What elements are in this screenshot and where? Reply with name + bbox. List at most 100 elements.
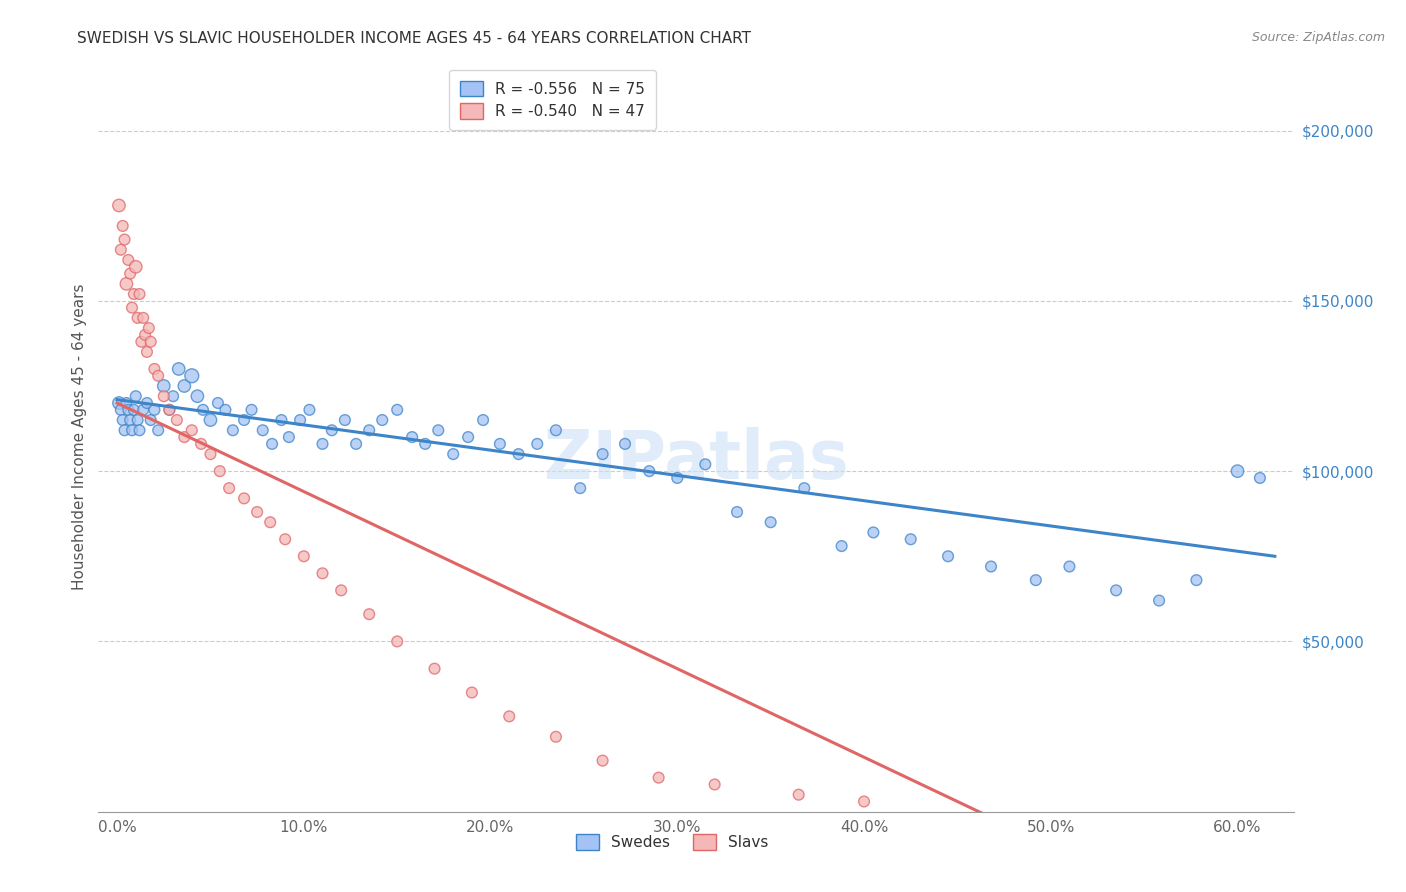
Text: SWEDISH VS SLAVIC HOUSEHOLDER INCOME AGES 45 - 64 YEARS CORRELATION CHART: SWEDISH VS SLAVIC HOUSEHOLDER INCOME AGE… bbox=[77, 31, 751, 46]
Point bbox=[180, 423, 202, 437]
Point bbox=[1249, 471, 1271, 485]
Point bbox=[127, 413, 149, 427]
Point bbox=[122, 402, 145, 417]
Point bbox=[121, 423, 143, 437]
Point bbox=[233, 491, 256, 506]
Point bbox=[114, 233, 136, 247]
Point bbox=[138, 321, 160, 335]
Point bbox=[132, 402, 155, 417]
Point bbox=[222, 423, 245, 437]
Point bbox=[270, 413, 292, 427]
Point bbox=[111, 413, 134, 427]
Point bbox=[311, 566, 333, 581]
Point bbox=[592, 447, 614, 461]
Point bbox=[131, 334, 153, 349]
Legend: Swedes, Slavs: Swedes, Slavs bbox=[569, 829, 775, 856]
Y-axis label: Householder Income Ages 45 - 64 years: Householder Income Ages 45 - 64 years bbox=[72, 284, 87, 591]
Point bbox=[233, 413, 256, 427]
Point bbox=[759, 515, 782, 529]
Point bbox=[134, 327, 156, 342]
Point bbox=[427, 423, 450, 437]
Point bbox=[120, 413, 142, 427]
Point bbox=[108, 198, 131, 212]
Point bbox=[143, 362, 166, 376]
Point bbox=[333, 413, 356, 427]
Point bbox=[793, 481, 815, 495]
Point bbox=[117, 402, 139, 417]
Point bbox=[246, 505, 269, 519]
Point bbox=[359, 423, 381, 437]
Point bbox=[132, 310, 155, 325]
Point bbox=[853, 795, 876, 809]
Point bbox=[298, 402, 321, 417]
Point bbox=[115, 277, 138, 291]
Point bbox=[371, 413, 394, 427]
Point bbox=[666, 471, 689, 485]
Point bbox=[148, 368, 170, 383]
Point bbox=[311, 437, 333, 451]
Point bbox=[186, 389, 208, 403]
Point bbox=[121, 301, 143, 315]
Point bbox=[647, 771, 669, 785]
Point bbox=[900, 533, 922, 547]
Point bbox=[695, 458, 717, 472]
Point bbox=[120, 267, 142, 281]
Point bbox=[413, 437, 436, 451]
Point bbox=[288, 413, 311, 427]
Point bbox=[259, 515, 281, 529]
Point bbox=[330, 583, 353, 598]
Point bbox=[401, 430, 423, 444]
Point bbox=[725, 505, 748, 519]
Point bbox=[1147, 593, 1170, 607]
Point bbox=[703, 777, 725, 791]
Point bbox=[128, 287, 150, 301]
Point bbox=[240, 402, 263, 417]
Point bbox=[508, 447, 530, 461]
Point bbox=[125, 389, 148, 403]
Point bbox=[441, 447, 464, 461]
Point bbox=[162, 389, 184, 403]
Point bbox=[862, 525, 884, 540]
Point bbox=[180, 368, 202, 383]
Point bbox=[128, 423, 150, 437]
Text: ZIPatlas: ZIPatlas bbox=[544, 426, 848, 492]
Point bbox=[544, 423, 567, 437]
Point bbox=[208, 464, 231, 478]
Point bbox=[385, 402, 409, 417]
Point bbox=[139, 413, 162, 427]
Point bbox=[139, 334, 162, 349]
Point bbox=[111, 219, 134, 233]
Point bbox=[190, 437, 212, 451]
Point bbox=[125, 260, 148, 274]
Point bbox=[152, 389, 174, 403]
Point bbox=[1226, 464, 1249, 478]
Point bbox=[359, 607, 381, 622]
Point bbox=[157, 402, 180, 417]
Point bbox=[252, 423, 274, 437]
Point bbox=[831, 539, 853, 553]
Point bbox=[191, 402, 214, 417]
Point bbox=[117, 252, 139, 267]
Point bbox=[152, 379, 174, 393]
Point bbox=[200, 447, 222, 461]
Point bbox=[166, 413, 188, 427]
Point bbox=[292, 549, 315, 564]
Point bbox=[385, 634, 409, 648]
Point bbox=[200, 413, 222, 427]
Point bbox=[614, 437, 637, 451]
Point bbox=[173, 379, 195, 393]
Point bbox=[218, 481, 240, 495]
Point bbox=[110, 402, 132, 417]
Point bbox=[167, 362, 190, 376]
Text: Source: ZipAtlas.com: Source: ZipAtlas.com bbox=[1251, 31, 1385, 45]
Point bbox=[980, 559, 1002, 574]
Point bbox=[122, 287, 145, 301]
Point bbox=[274, 533, 297, 547]
Point bbox=[1185, 573, 1208, 587]
Point bbox=[457, 430, 479, 444]
Point bbox=[262, 437, 284, 451]
Point bbox=[936, 549, 959, 564]
Point bbox=[321, 423, 343, 437]
Point bbox=[110, 243, 132, 257]
Point bbox=[114, 423, 136, 437]
